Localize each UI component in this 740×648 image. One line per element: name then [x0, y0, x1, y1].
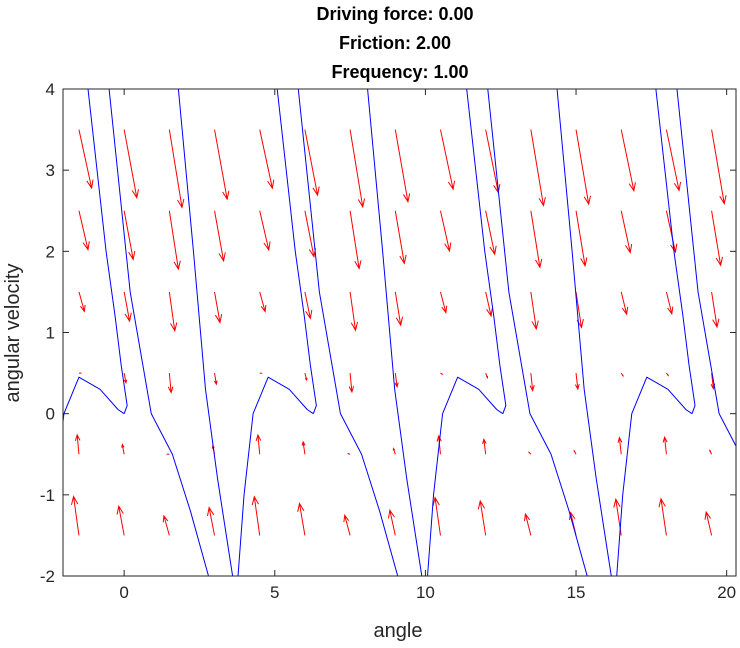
x-tick-label: 5	[270, 583, 279, 602]
y-tick-label: -2	[40, 567, 55, 586]
quiver-arrow	[348, 454, 350, 455]
y-tick-label: 3	[46, 161, 55, 180]
x-tick-label: 15	[567, 583, 586, 602]
y-axis-label: angular velocity	[2, 264, 24, 403]
x-tick-label: 20	[717, 583, 736, 602]
x-tick-label: 0	[119, 583, 128, 602]
plot-area	[63, 89, 736, 576]
title-line: Driving force: 0.00	[316, 4, 473, 24]
y-tick-label: 1	[46, 324, 55, 343]
y-tick-label: 2	[46, 242, 55, 261]
y-tick-label: 0	[46, 405, 55, 424]
title-line: Frequency: 1.00	[331, 62, 468, 82]
y-tick-label: 4	[46, 80, 55, 99]
title-line: Friction: 2.00	[339, 33, 451, 53]
x-axis-label: angle	[374, 620, 423, 642]
x-tick-label: 10	[416, 583, 435, 602]
y-tick-label: -1	[40, 486, 55, 505]
